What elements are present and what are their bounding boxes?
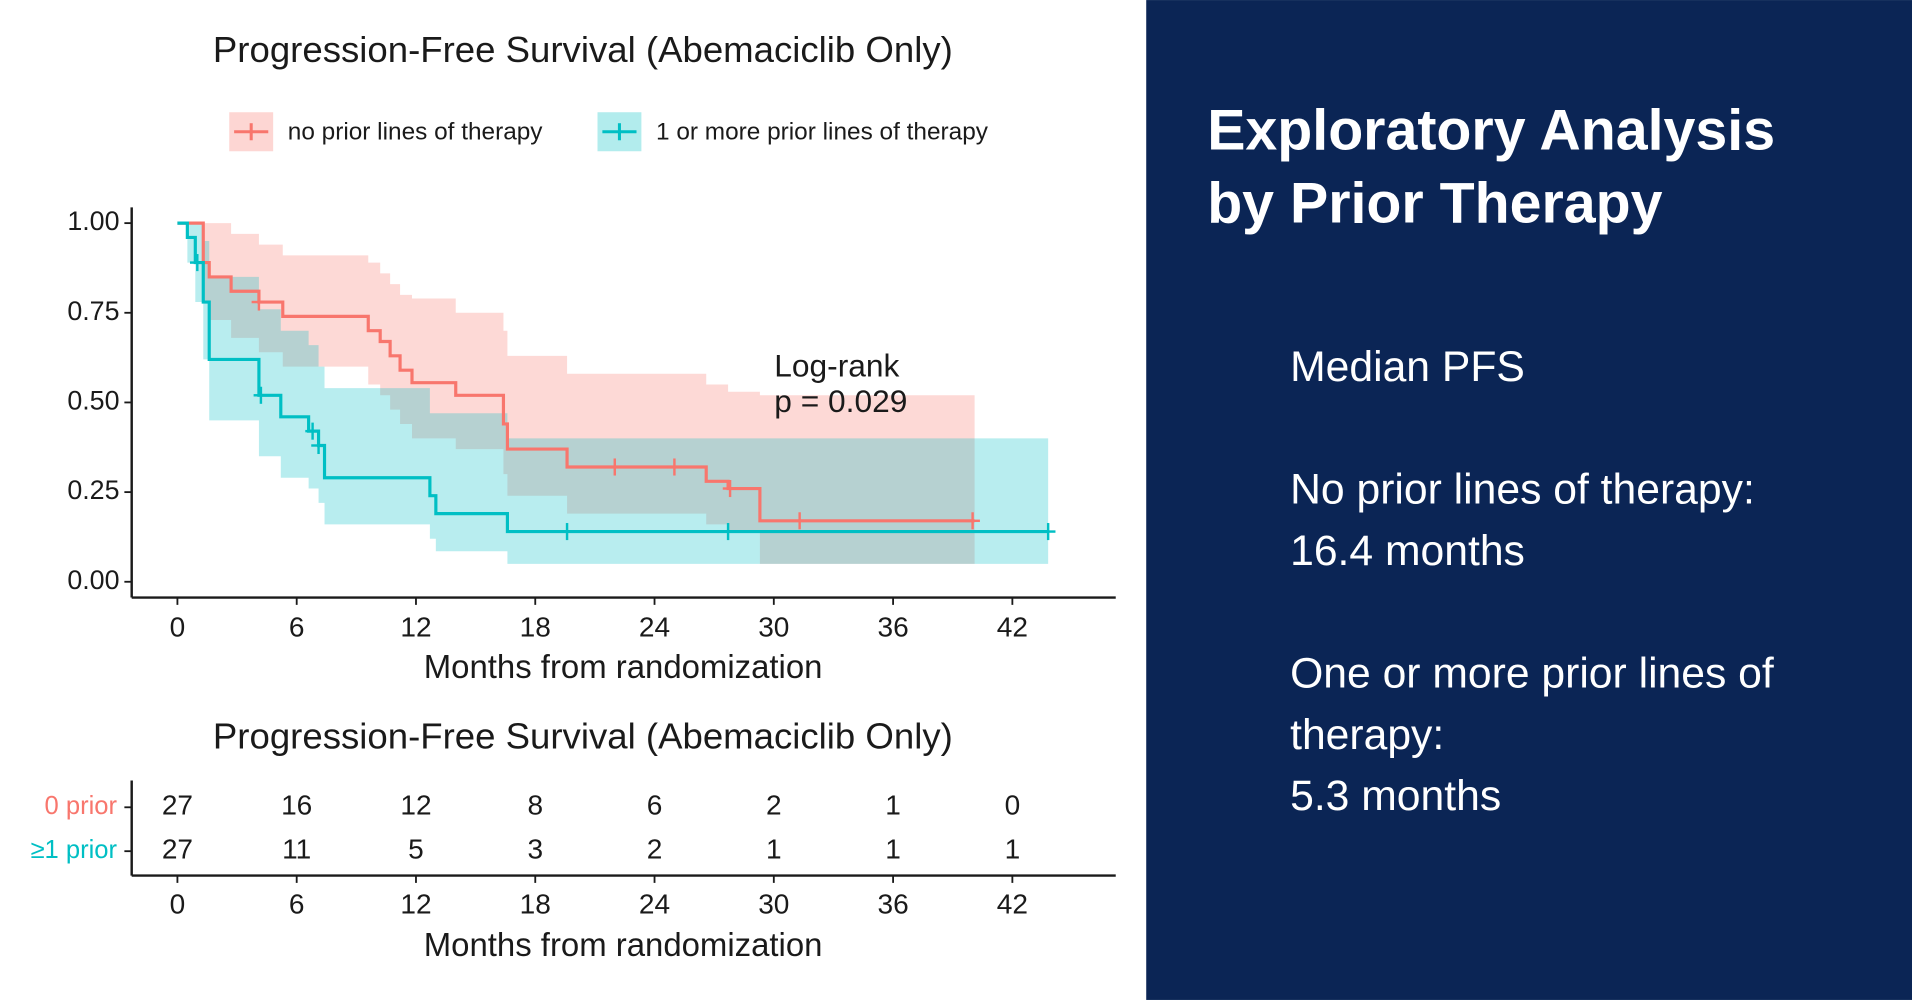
at-risk-count: 8 — [527, 790, 543, 821]
at-risk-count: 1 — [885, 834, 901, 865]
at-risk-count: 2 — [647, 834, 663, 865]
x-tick-label: 24 — [639, 612, 670, 643]
x-tick-label: 6 — [289, 612, 305, 643]
y-tick-label: 0.75 — [67, 296, 119, 326]
at-risk-count: 3 — [527, 834, 543, 865]
x-tick-label: 12 — [400, 612, 431, 643]
at-risk-count: 5 — [408, 834, 424, 865]
table-title: Progression-Free Survival (Abemaciclib O… — [213, 716, 953, 757]
x-tick-label: 30 — [758, 612, 789, 643]
at-risk-count: 27 — [162, 790, 193, 821]
x-tick-label: 12 — [400, 888, 431, 919]
x-tick-label: 42 — [997, 888, 1028, 919]
chart-title: Progression-Free Survival (Abemaciclib O… — [213, 29, 953, 70]
row-label: 0 prior — [45, 792, 118, 820]
panel-title: Exploratory Analysis — [1207, 98, 1775, 162]
x-tick-label: 24 — [639, 888, 670, 919]
panel-text: 16.4 months — [1290, 527, 1525, 575]
legend-label: 1 or more prior lines of therapy — [656, 118, 989, 145]
x-axis-label: Months from randomization — [424, 648, 823, 685]
x-tick-label: 36 — [877, 888, 908, 919]
row-label: ≥1 prior — [30, 836, 117, 864]
annotation: Log-rank — [774, 348, 899, 384]
y-tick-label: 0.00 — [67, 565, 119, 595]
at-risk-count: 16 — [281, 790, 312, 821]
x-tick-label: 6 — [289, 888, 305, 919]
panel-text: No prior lines of therapy: — [1290, 465, 1755, 513]
at-risk-count: 6 — [647, 790, 663, 821]
legend-label: no prior lines of therapy — [288, 118, 544, 145]
chart-panel — [0, 0, 1146, 1000]
x-tick-label: 18 — [520, 612, 551, 643]
at-risk-count: 11 — [282, 834, 311, 865]
at-risk-count: 0 — [1005, 790, 1021, 821]
at-risk-count: 27 — [162, 834, 193, 865]
x-axis-label: Months from randomization — [424, 926, 823, 963]
panel-text: therapy: — [1290, 711, 1444, 759]
at-risk-count: 1 — [766, 834, 782, 865]
panel-text: One or more prior lines of — [1290, 649, 1774, 697]
annotation: p = 0.029 — [774, 383, 907, 419]
at-risk-count: 1 — [1005, 834, 1021, 865]
y-tick-label: 1.00 — [67, 206, 119, 236]
at-risk-count: 12 — [400, 790, 431, 821]
panel-text: 5.3 months — [1290, 772, 1501, 820]
at-risk-count: 1 — [885, 790, 901, 821]
x-tick-label: 18 — [520, 888, 551, 919]
x-tick-label: 0 — [170, 612, 186, 643]
confidence-band — [177, 223, 975, 564]
y-tick-label: 0.25 — [67, 475, 119, 505]
y-tick-label: 0.50 — [67, 386, 119, 416]
x-tick-label: 42 — [997, 612, 1028, 643]
x-tick-label: 36 — [877, 612, 908, 643]
panel-text: Median PFS — [1290, 343, 1525, 391]
x-tick-label: 0 — [170, 888, 186, 919]
side-panel — [1146, 0, 1912, 1000]
at-risk-count: 2 — [766, 790, 782, 821]
panel-title: by Prior Therapy — [1207, 171, 1662, 235]
survival-line — [177, 221, 975, 523]
x-tick-label: 30 — [758, 888, 789, 919]
